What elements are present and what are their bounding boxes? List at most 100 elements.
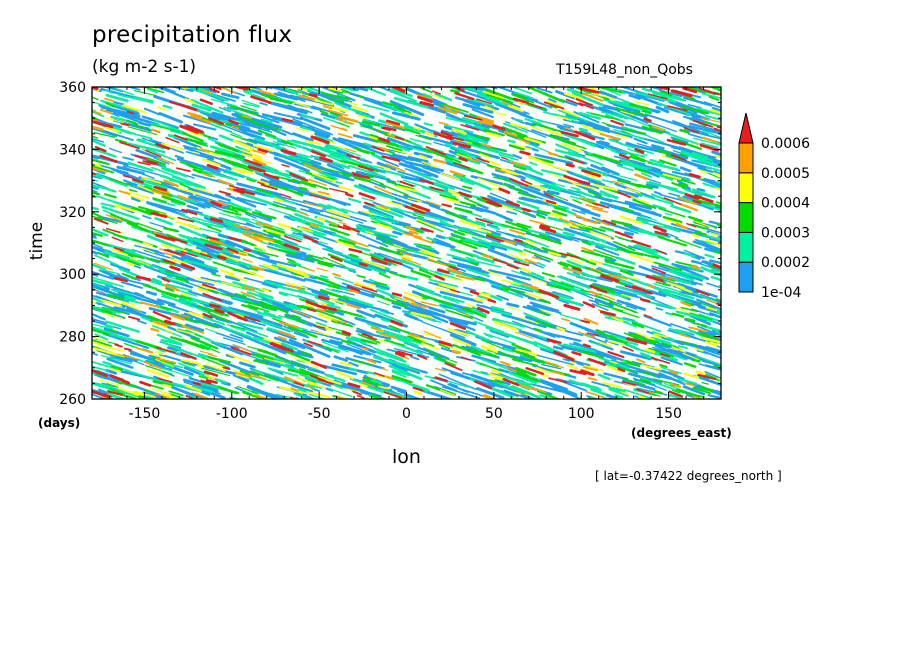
precip-streak [141,81,153,85]
precip-streak [409,355,420,361]
precip-streak [649,158,665,165]
precip-streak [338,221,347,225]
precip-streak [576,189,595,199]
precip-streak [602,263,610,267]
precip-streak [285,281,308,290]
precip-streak [142,160,156,165]
precip-streak [315,321,327,327]
precip-streak [489,379,504,384]
precip-streak [320,275,329,279]
precip-streak [353,245,371,252]
precip-streak [202,292,223,302]
precip-streak [434,367,447,372]
precip-streak [668,390,683,398]
precip-streak [97,215,122,223]
precip-streak [263,225,285,234]
precip-streak [381,367,389,371]
precip-streak [688,124,721,135]
precip-streak [508,285,534,293]
precip-streak [575,98,593,107]
precip-streak [128,188,138,193]
precip-streak [239,238,257,248]
precip-streak [503,130,518,137]
precip-streak [383,339,406,347]
precip-streak [393,166,403,171]
precip-streak [150,128,161,134]
precip-streak [390,319,403,327]
precip-streak [146,257,177,266]
precip-streak [548,377,568,384]
precip-streak [701,359,721,367]
precip-streak [427,247,438,253]
precip-streak [463,286,477,292]
precip-streak [284,376,302,385]
precip-streak [263,310,276,317]
precip-streak [570,186,581,191]
precip-streak [428,281,451,290]
precip-streak [134,244,160,253]
precip-streak [258,90,276,97]
precip-streak [233,224,250,230]
precip-streak [418,250,435,257]
precip-streak [365,174,374,179]
precip-streak [378,385,390,390]
precip-streak [354,360,372,366]
precip-streak [277,180,292,188]
precip-streak [207,312,230,323]
precip-streak [720,181,721,183]
precip-streak [113,111,144,125]
precip-streak [460,124,480,131]
precip-streak [534,191,563,203]
precip-streak [204,327,218,334]
precip-streak [304,384,315,390]
precip-streak [538,288,560,299]
precip-streak [458,214,468,219]
precip-streak [318,302,327,306]
precip-streak [703,373,720,382]
precip-streak [401,257,422,266]
precip-streak [236,168,255,175]
precip-streak [639,208,657,214]
precip-streak [670,89,693,98]
precip-streak [704,260,716,265]
precip-streak [278,376,291,382]
precip-streak [620,293,632,298]
precip-streak [92,172,96,176]
precip-streak [441,367,464,377]
precip-streak [452,141,472,149]
precip-streak [146,359,155,363]
precip-streak [509,177,529,187]
precip-streak [255,353,275,361]
precip-streak [224,222,241,229]
precip-streak [704,114,721,121]
precip-streak [391,370,407,378]
precip-streak [208,303,221,309]
y-tick-label: 360 [59,80,86,96]
precip-streak [694,230,707,236]
precip-streak [188,311,204,318]
precip-streak [280,193,292,199]
precip-streak [514,93,526,98]
precip-streak [104,324,113,329]
precip-streak [706,299,719,305]
precip-streak [301,179,329,190]
precip-streak [314,295,335,306]
precip-streak [465,268,490,278]
precip-streak [723,383,729,385]
precip-streak [231,206,247,213]
precip-streak [667,269,695,282]
precip-streak [255,394,270,399]
precip-streak [368,209,393,219]
precip-streak [614,394,624,398]
precip-streak [562,222,579,229]
precip-streak [93,262,114,271]
precip-streak [151,166,175,177]
precip-streak [635,218,649,224]
precip-streak [610,119,624,126]
precip-streak [483,393,498,399]
precip-streak [415,134,432,141]
precip-streak [92,282,110,290]
precip-streak [438,283,456,290]
precip-streak [107,390,123,396]
precip-streak [500,156,508,160]
